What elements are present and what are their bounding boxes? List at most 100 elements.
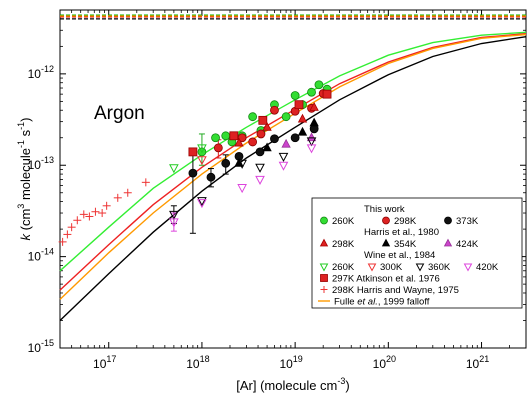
data-point-tw373 <box>270 134 279 144</box>
data-point-hw298 <box>98 209 107 218</box>
legend-marker <box>443 238 453 247</box>
y-axis-label: k (cm3 molecule-1 s-1) <box>16 118 33 241</box>
data-point-w420 <box>255 175 265 185</box>
legend: This work 260K 298K 373K Harris et al., 1980… <box>311 197 523 309</box>
data-point-tw373 <box>188 168 198 178</box>
data-point-tw298 <box>248 137 258 147</box>
data-point-h298 <box>297 113 308 123</box>
legend-label: 297K Atkinson et al. 1976 <box>332 274 440 285</box>
x-tick-label: 1019 <box>279 354 302 371</box>
data-point-w300 <box>197 156 207 166</box>
data-point-tw373 <box>206 172 216 182</box>
legend-marker <box>367 263 377 272</box>
y-tick-label: 10-15 <box>28 338 54 355</box>
data-point-tw260 <box>314 80 324 90</box>
legend-header: Harris et al., 1980 <box>364 227 439 238</box>
y-tick-label: 10-14 <box>28 247 54 264</box>
legend-marker <box>319 263 329 272</box>
data-point-w360 <box>237 159 247 169</box>
legend-marker <box>415 263 425 272</box>
data-point-w420 <box>197 199 207 209</box>
legend-label: 298K Harris and Wayne, 1975 <box>332 285 459 296</box>
legend-marker <box>381 238 391 247</box>
data-point-tw298 <box>270 105 279 115</box>
argon-annotation: Argon <box>94 103 145 124</box>
data-point-tw260 <box>248 112 258 122</box>
data-point-hw298 <box>85 212 94 221</box>
data-point-w360 <box>278 152 289 162</box>
legend-label: 360K <box>428 262 451 273</box>
legend-label: 298K <box>332 239 355 250</box>
data-point-tw260 <box>221 131 231 141</box>
data-point-hw298 <box>91 207 100 216</box>
data-point-atk297 <box>258 115 268 125</box>
legend-label: 298K <box>394 216 417 227</box>
data-point-w260 <box>197 144 207 154</box>
legend-label: 373K <box>456 216 479 227</box>
legend-label: 424K <box>456 239 479 250</box>
data-point-h298 <box>234 137 244 147</box>
y-tick-label: 10-12 <box>28 64 54 81</box>
data-point-w360 <box>306 137 317 147</box>
data-point-hw298 <box>63 230 72 239</box>
y-tick-label: 10-13 <box>28 155 54 172</box>
legend-marker <box>320 216 328 225</box>
data-point-atk297 <box>229 131 239 141</box>
x-tick-label: 1018 <box>186 354 209 371</box>
x-tick-label: 1020 <box>373 354 396 371</box>
data-point-w260 <box>169 164 179 174</box>
data-point-w360 <box>255 163 265 173</box>
data-point-hw298 <box>58 237 67 246</box>
data-point-h354 <box>309 117 319 127</box>
legend-marker <box>319 238 329 247</box>
data-point-tw298 <box>256 129 266 139</box>
legend-label: 300K <box>380 262 403 273</box>
legend-label: 420K <box>476 262 499 273</box>
data-point-atk297 <box>294 100 304 110</box>
legend-label: 260K <box>332 216 355 227</box>
legend-marker <box>320 274 328 282</box>
legend-marker <box>320 286 328 293</box>
data-point-h298 <box>309 102 319 111</box>
legend-marker <box>444 216 452 225</box>
data-point-atk297 <box>188 147 198 157</box>
legend-label: 354K <box>394 239 417 250</box>
legend-label: Fulle et al., 1999 falloff <box>334 297 430 308</box>
data-point-atk297 <box>322 89 332 99</box>
legend-marker <box>463 263 473 272</box>
data-point-tw373 <box>290 133 300 143</box>
data-point-w420 <box>169 218 179 228</box>
legend-header: Wine et al., 1984 <box>364 250 435 261</box>
data-point-tw260 <box>211 133 220 143</box>
data-point-w420 <box>306 144 317 154</box>
data-point-h424 <box>306 132 317 142</box>
data-point-hw298 <box>141 178 150 187</box>
data-point-w420 <box>237 184 247 194</box>
data-point-w360 <box>169 210 179 220</box>
data-point-hw298 <box>123 188 132 197</box>
data-point-h298 <box>262 121 272 131</box>
x-tick-label: 1021 <box>466 354 489 371</box>
data-point-hw298 <box>113 193 122 202</box>
axis-ticks: 1017 1018 1019 1020 1021 10-15 10-14 10-13 10-12 <box>28 9 527 371</box>
data-points <box>58 80 332 246</box>
x-axis-label: [Ar] (molecule cm-3) <box>236 376 350 393</box>
data-point-tw260 <box>290 91 300 100</box>
data-point-h354 <box>297 126 308 136</box>
data-point-hw298 <box>67 223 76 232</box>
fit-curve-373K <box>59 36 527 322</box>
x-tick-label: 1017 <box>93 354 116 371</box>
legend-box <box>311 197 523 309</box>
data-point-hw298 <box>73 216 82 225</box>
data-point-w360 <box>197 197 207 207</box>
data-point-tw260 <box>307 87 316 97</box>
data-point-tw373 <box>221 158 231 168</box>
data-point-tw298 <box>213 143 223 153</box>
data-point-tw260 <box>281 112 291 122</box>
data-point-h354 <box>262 142 272 152</box>
legend-marker <box>382 216 390 225</box>
legend-label: 260K <box>332 262 355 273</box>
data-point-w420 <box>278 161 289 171</box>
data-point-hw298 <box>102 201 111 210</box>
